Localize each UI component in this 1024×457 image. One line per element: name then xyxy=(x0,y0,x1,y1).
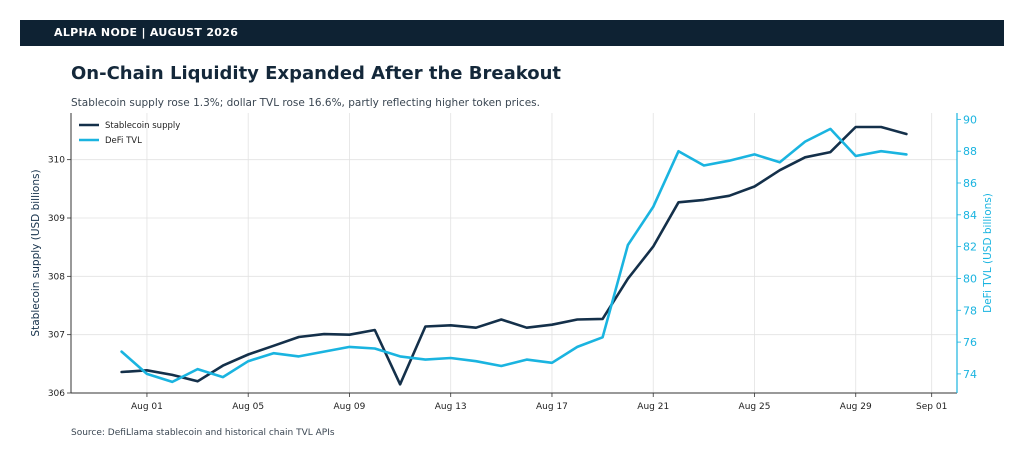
x-tick-label: Aug 01 xyxy=(131,402,163,412)
header-banner: ALPHA NODE | AUGUST 2026 xyxy=(20,20,1004,46)
y-tick-label: 308 xyxy=(48,272,65,282)
series-line-defi-tvl xyxy=(120,127,908,384)
y-right-tick-label: 90 xyxy=(963,113,977,126)
legend-label: DeFi TVL xyxy=(105,136,142,146)
y-right-tick-label: 82 xyxy=(963,241,977,254)
y-axis-label-right: DeFi TVL (USD billions) xyxy=(982,193,994,313)
x-tick-label: Aug 13 xyxy=(435,402,467,412)
banner-text: ALPHA NODE | AUGUST 2026 xyxy=(54,26,239,39)
x-tick-label: Aug 05 xyxy=(232,402,264,412)
x-tick-label: Aug 29 xyxy=(840,402,872,412)
y-right-tick-label: 88 xyxy=(963,145,977,158)
y-tick-label: 309 xyxy=(48,214,65,224)
source-note: Source: DefiLlama stablecoin and histori… xyxy=(71,428,335,438)
x-tick-label: Aug 25 xyxy=(739,402,771,412)
y-right-tick-label: 78 xyxy=(963,304,977,317)
y-tick-label: 306 xyxy=(48,389,65,399)
x-tick-label: Aug 09 xyxy=(334,402,366,412)
chart-subtitle: Stablecoin supply rose 1.3%; dollar TVL … xyxy=(71,97,540,109)
y-tick-label: 307 xyxy=(48,331,65,341)
x-tick-label: Sep 01 xyxy=(916,402,947,412)
chart-title: On-Chain Liquidity Expanded After the Br… xyxy=(71,63,562,84)
y-axis-label: Stablecoin supply (USD billions) xyxy=(30,169,42,336)
legend-label: Stablecoin supply xyxy=(105,121,180,131)
x-tick-label: Aug 21 xyxy=(637,402,669,412)
x-tick-label: Aug 17 xyxy=(536,402,568,412)
y-right-tick-label: 84 xyxy=(963,209,977,222)
y-tick-label: 310 xyxy=(48,156,65,166)
y-right-tick-label: 80 xyxy=(963,272,977,285)
series-line-stablecoin-supply xyxy=(120,125,908,386)
y-right-tick-label: 74 xyxy=(963,368,977,381)
y-right-tick-label: 76 xyxy=(963,336,977,349)
y-right-tick-label: 86 xyxy=(963,177,977,190)
